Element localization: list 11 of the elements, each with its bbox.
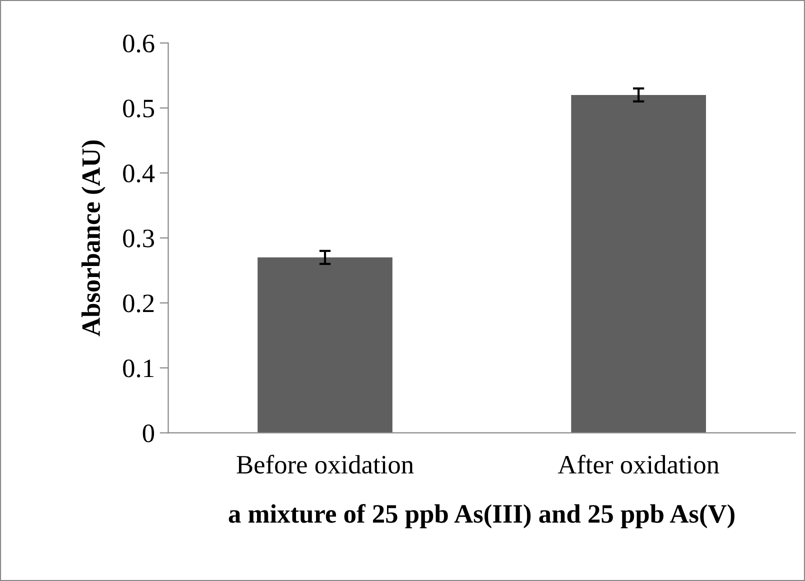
y-tick-label: 0.1 xyxy=(123,359,154,378)
y-tick-label: 0.5 xyxy=(123,100,154,118)
x-tick-label: Before oxidation xyxy=(236,454,414,474)
y-tick-label: 0.3 xyxy=(123,230,154,248)
y-tick-label: 0 xyxy=(142,424,154,442)
y-tick-label: 0.6 xyxy=(123,34,154,53)
y-axis-title: Absorbance (AU) xyxy=(81,140,106,336)
x-axis-title: a mixture of 25 ppb As(III) and 25 ppb As(V) xyxy=(228,504,734,528)
y-tick-label: 0.4 xyxy=(123,164,155,182)
y-tick-label: 0.2 xyxy=(123,294,154,312)
x-tick-label: After oxidation xyxy=(558,454,720,474)
